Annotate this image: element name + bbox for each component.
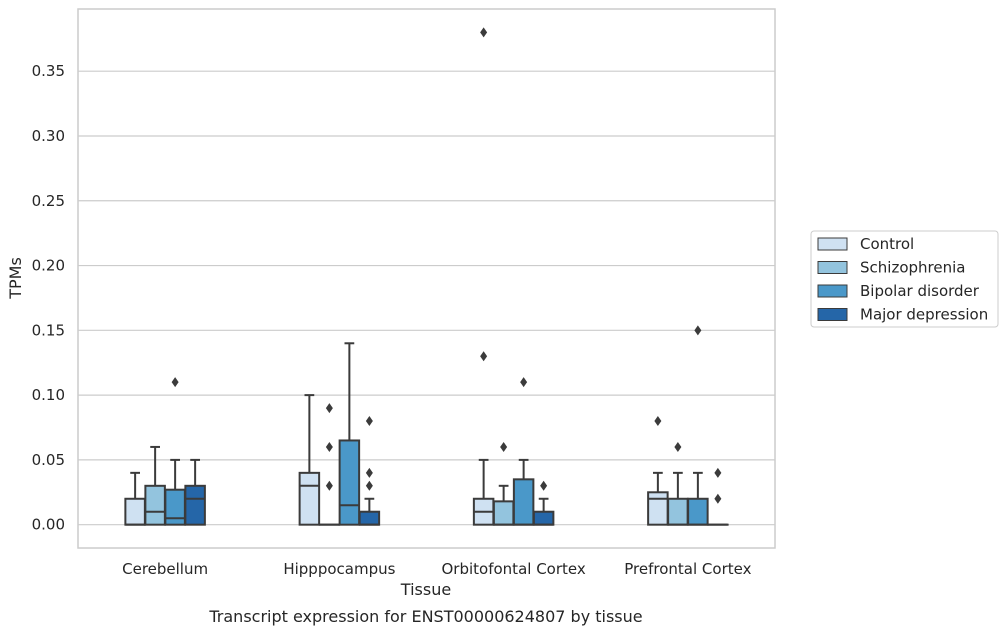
legend-swatch [817,237,848,251]
box-iqr [512,478,535,526]
legend-frame [810,230,999,328]
box-group [338,342,361,526]
x-axis-title: Tissue [400,580,451,599]
chart-caption: Transcript expression for ENST0000062480… [208,607,642,626]
outlier-point [540,480,548,491]
box-iqr [184,484,206,526]
x-tick-label: Hipppocampus [283,560,395,578]
x-tick-label: Orbitofontal Cortex [442,560,586,578]
outlier-point [325,480,333,491]
legend-label: Bipolar disorder [860,282,980,300]
y-tick-label: 0.10 [32,386,65,404]
y-tick-label: 0.35 [32,62,65,80]
box-group [532,480,555,526]
box-group [184,458,206,526]
x-tick-label: Cerebellum [122,560,208,578]
outlier-point [520,377,528,388]
legend-swatch [817,261,848,274]
box-iqr [492,500,515,526]
outlier-point [694,325,702,336]
legend: Control Schizophrenia Bipolar disorder Majo… [810,230,999,328]
box-group [472,27,495,526]
box-group [647,416,669,526]
legend-swatch [817,284,848,298]
box-group [667,441,689,526]
legend-label: Major depression [860,306,988,324]
box-group [318,403,341,526]
box-iqr [124,497,146,526]
y-tick-label: 0.00 [32,516,65,534]
box-iqr [667,497,689,526]
outlier-point [480,27,488,38]
plot-frame [77,8,776,549]
y-tick-label: 0.05 [32,451,65,469]
y-tick-label: 0.20 [32,257,65,275]
outlier-point [325,441,333,452]
y-tick-labels: 0.00 0.05 0.10 0.15 0.20 0.25 0.30 0.35 [32,62,65,533]
outlier-point [714,493,722,504]
outlier-point [365,416,373,427]
box-layer [124,27,729,526]
outlier-point [365,480,373,491]
x-tick-labels: Cerebellum Hipppocampus Orbitofontal Corte… [122,560,751,578]
outlier-point [171,377,179,388]
box-group [164,377,186,526]
legend-label: Control [860,235,914,253]
outlier-point [674,441,682,452]
box-group [358,416,381,526]
box-group [144,445,166,526]
box-group [687,325,709,526]
box-iqr [532,510,555,526]
outlier-point [480,351,488,362]
outlier-point [654,416,662,427]
box-group [512,377,535,526]
box-iqr [647,491,669,526]
y-tick-label: 0.30 [32,127,65,145]
x-tick-label: Prefrontal Cortex [624,560,751,578]
outlier-point [325,403,333,414]
y-tick-label: 0.25 [32,192,65,210]
box-group [124,471,146,526]
box-iqr [298,471,321,526]
outlier-point [365,467,373,478]
outlier-point [714,467,722,478]
box-group [707,467,729,526]
grid-layer [78,70,775,526]
box-iqr [144,484,166,526]
box-iqr [164,488,186,526]
box-iqr [358,510,381,526]
legend-swatch [817,308,848,321]
outlier-point [500,441,508,452]
box-group [298,394,321,526]
box-iqr [338,439,361,526]
box-group [492,441,515,526]
y-axis-title: TPMs [6,257,25,300]
legend-label: Schizophrenia [860,259,965,277]
box-iqr [687,497,709,526]
y-tick-label: 0.15 [32,321,65,339]
